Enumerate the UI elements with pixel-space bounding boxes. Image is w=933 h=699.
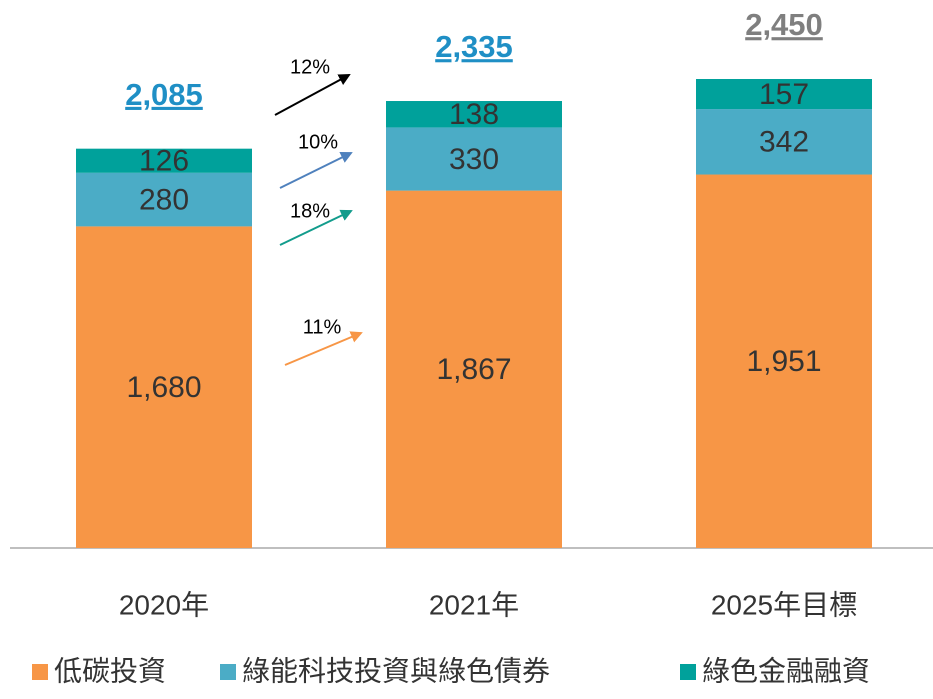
legend-label: 綠能科技投資與綠色債券 (242, 655, 550, 686)
growth-arrow (284, 331, 363, 366)
bar-segment (386, 127, 562, 191)
bar-segment (76, 148, 252, 173)
x-tick-label: 2025年目標 (711, 589, 857, 620)
legend-swatch (680, 664, 696, 680)
bar-segment (386, 101, 562, 128)
growth-arrow (274, 74, 351, 116)
bar-segment (386, 190, 562, 549)
segment-label: 1,951 (746, 345, 821, 378)
x-tick-label: 2021年 (429, 589, 519, 620)
bar-segment (696, 174, 872, 548)
segment-label: 126 (139, 145, 189, 178)
bar-segment (696, 79, 872, 110)
segment-label: 1,867 (436, 353, 511, 386)
segment-label: 330 (449, 143, 499, 176)
bar-segment (696, 109, 872, 175)
legend-swatch (220, 664, 236, 680)
growth-arrow (279, 209, 353, 246)
x-tick-label: 2020年 (119, 589, 209, 620)
segment-label: 280 (139, 184, 189, 217)
growth-label: 11% (303, 316, 342, 338)
segment-label: 138 (449, 98, 499, 131)
bar-segment (76, 172, 252, 227)
growth-label: 10% (298, 131, 338, 153)
segment-label: 1,680 (126, 371, 201, 404)
legend-swatch (32, 664, 48, 680)
legend-label: 低碳投資 (54, 655, 166, 686)
growth-label: 12% (290, 56, 330, 78)
total-label: 2,085 (125, 77, 203, 112)
segment-label: 157 (759, 78, 809, 111)
segment-label: 342 (759, 126, 809, 159)
growth-arrow (279, 152, 353, 189)
growth-label: 18% (290, 200, 330, 222)
bar-segment (76, 226, 252, 548)
total-label: 2,335 (435, 29, 513, 64)
total-label: 2,450 (745, 7, 823, 42)
legend-label: 綠色金融融資 (702, 655, 870, 686)
